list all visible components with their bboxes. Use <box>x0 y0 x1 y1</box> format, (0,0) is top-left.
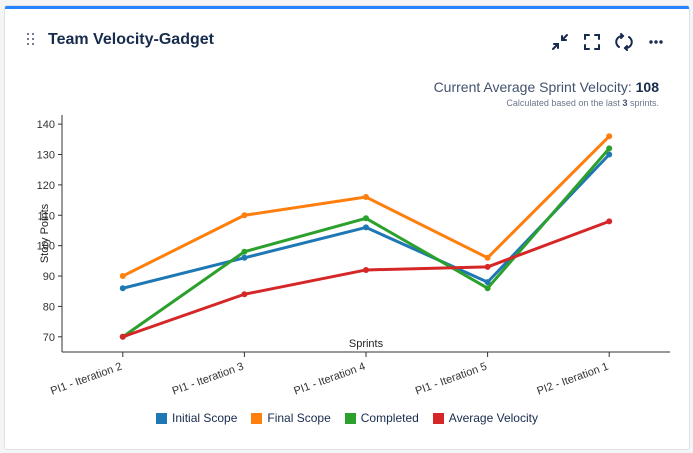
data-point-average-velocity[interactable] <box>484 263 491 270</box>
x-tick-label: PI1 - Iteration 3 <box>171 361 246 398</box>
y-tick-label: 120 <box>37 180 55 192</box>
y-tick-label: 100 <box>37 241 55 253</box>
velocity-note-count: 3 <box>622 98 628 108</box>
drag-handle-icon[interactable] <box>27 33 37 47</box>
velocity-note-suffix: sprints. <box>629 98 659 108</box>
data-point-initial-scope[interactable] <box>119 285 126 292</box>
data-point-initial-scope[interactable] <box>606 151 613 158</box>
x-tick-label: PI1 - Iteration 2 <box>49 361 124 398</box>
data-point-final-scope[interactable] <box>241 212 248 219</box>
series-line-completed <box>121 147 611 339</box>
fullscreen-button[interactable] <box>581 31 603 53</box>
x-tick-label: PI2 - Iteration 1 <box>535 361 610 398</box>
more-options-button[interactable] <box>645 31 667 53</box>
data-point-initial-scope[interactable] <box>363 224 369 231</box>
y-tick-label: 80 <box>43 301 55 313</box>
data-point-completed[interactable] <box>241 248 248 255</box>
y-tick-label: 90 <box>43 271 55 283</box>
legend-label: Initial Scope <box>172 411 238 425</box>
data-point-average-velocity[interactable] <box>363 266 369 273</box>
velocity-note-prefix: Calculated based on the last <box>506 98 620 108</box>
data-point-final-scope[interactable] <box>363 194 369 201</box>
refresh-button[interactable] <box>613 31 635 53</box>
data-point-average-velocity[interactable] <box>119 333 126 340</box>
minimize-button[interactable] <box>549 31 571 53</box>
legend-swatch <box>156 412 168 424</box>
data-point-initial-scope[interactable] <box>484 279 491 286</box>
data-point-completed[interactable] <box>606 145 613 152</box>
legend-item-final-scope[interactable]: Final Scope <box>251 411 331 425</box>
y-axis-label: Story Points <box>39 203 51 263</box>
refresh-icon <box>615 33 633 51</box>
y-tick-label: 110 <box>37 210 55 222</box>
data-point-initial-scope[interactable] <box>241 254 248 261</box>
legend-item-average-velocity[interactable]: Average Velocity <box>432 411 538 425</box>
chart-legend: Initial Scope Final Scope Completed Average… <box>5 411 689 425</box>
series-line-final-scope <box>122 135 611 278</box>
data-point-completed[interactable] <box>484 285 491 292</box>
velocity-summary: Current Average Sprint Velocity: 108 Cal… <box>434 79 659 108</box>
legend-swatch <box>344 412 356 424</box>
legend-swatch <box>432 412 444 424</box>
gadget-header: Team Velocity-Gadget <box>5 9 689 53</box>
data-point-final-scope[interactable] <box>606 133 613 140</box>
y-tick-label: 70 <box>43 332 55 344</box>
velocity-note: Calculated based on the last 3 sprints. <box>434 98 659 108</box>
average-velocity-value: 108 <box>635 79 659 95</box>
data-point-completed[interactable] <box>363 215 369 222</box>
gadget-title: Team Velocity-Gadget <box>48 31 214 48</box>
legend-item-completed[interactable]: Completed <box>344 411 419 425</box>
y-tick-label: 130 <box>37 150 55 162</box>
x-tick-label: PI1 - Iteration 5 <box>414 361 489 398</box>
legend-swatch <box>251 412 263 424</box>
legend-label: Completed <box>360 411 419 425</box>
legend-label: Final Scope <box>267 411 331 425</box>
fullscreen-icon <box>584 34 600 50</box>
data-point-final-scope[interactable] <box>484 254 491 261</box>
average-velocity-line: Current Average Sprint Velocity: 108 <box>434 79 659 95</box>
team-velocity-gadget: Team Velocity-Gadget Current Av <box>5 6 689 449</box>
velocity-line-chart: 70 80 90 100 110 120 130 140 PI1 - Iteration 2 PI… <box>37 115 670 398</box>
data-point-final-scope[interactable] <box>119 273 126 280</box>
x-tick-label: PI1 - Iteration 4 <box>292 361 367 398</box>
average-velocity-label: Current Average Sprint Velocity: <box>433 79 632 95</box>
legend-item-initial-scope[interactable]: Initial Scope <box>156 411 237 425</box>
legend-label: Average Velocity <box>448 411 538 425</box>
data-point-average-velocity[interactable] <box>606 218 613 225</box>
data-point-average-velocity[interactable] <box>241 291 248 298</box>
more-icon <box>649 40 663 44</box>
minimize-icon <box>552 34 568 50</box>
y-tick-label: 140 <box>37 119 55 131</box>
x-axis-label: Sprints <box>349 338 384 350</box>
